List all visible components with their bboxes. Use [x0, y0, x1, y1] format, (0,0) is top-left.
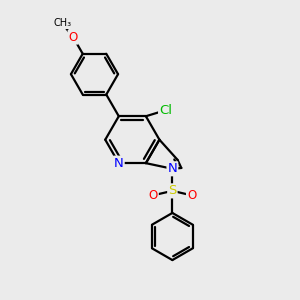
- Text: O: O: [148, 189, 158, 202]
- Text: O: O: [187, 189, 196, 202]
- Text: N: N: [167, 162, 177, 175]
- Text: N: N: [114, 157, 124, 170]
- Text: CH₃: CH₃: [53, 18, 71, 28]
- Text: Cl: Cl: [159, 104, 172, 117]
- Text: O: O: [68, 31, 78, 44]
- Text: S: S: [168, 184, 177, 197]
